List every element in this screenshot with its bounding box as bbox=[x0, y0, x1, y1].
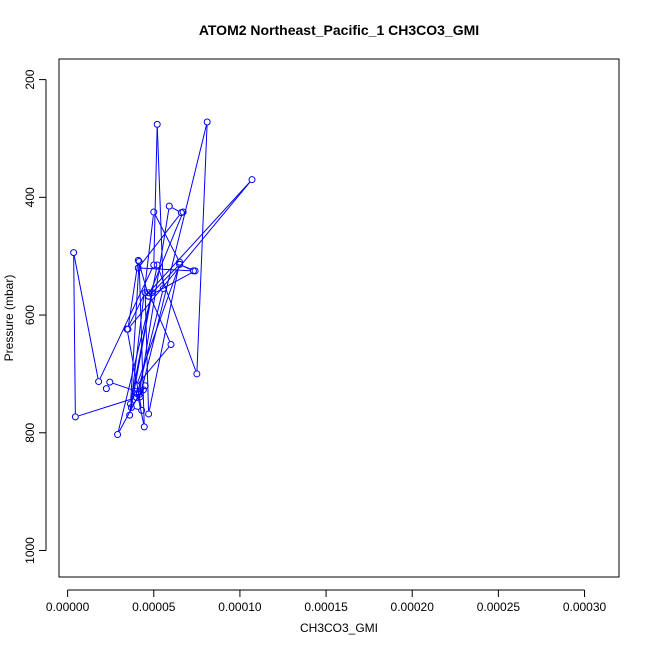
x-tick-label: 0.00020 bbox=[391, 600, 435, 614]
series-segment bbox=[156, 127, 164, 286]
x-tick-label: 0.00030 bbox=[563, 600, 607, 614]
data-point bbox=[193, 370, 201, 378]
x-tick-label: 0.00005 bbox=[132, 600, 176, 614]
data-point bbox=[176, 260, 184, 268]
series-group bbox=[70, 118, 256, 439]
x-tick-label: 0.00010 bbox=[218, 600, 262, 614]
series-segment bbox=[73, 256, 76, 414]
series-segment bbox=[138, 263, 149, 293]
data-point bbox=[133, 382, 141, 390]
series-segment bbox=[150, 266, 178, 295]
series-segment bbox=[154, 214, 179, 260]
series-segment bbox=[73, 256, 99, 379]
series-segment bbox=[172, 207, 179, 212]
series-segment bbox=[137, 397, 145, 424]
data-point bbox=[71, 413, 79, 421]
series-segment bbox=[148, 265, 180, 411]
data-point bbox=[179, 208, 187, 216]
series-segment bbox=[99, 267, 153, 379]
data-point bbox=[145, 292, 153, 300]
series-segment bbox=[127, 263, 139, 326]
series-segment bbox=[138, 346, 170, 384]
data-point bbox=[153, 120, 161, 128]
x-tick-label: 0.00015 bbox=[304, 600, 348, 614]
series-segment bbox=[149, 215, 183, 294]
data-point bbox=[165, 202, 173, 210]
series-segment bbox=[78, 398, 134, 417]
series-segment bbox=[151, 272, 193, 295]
series-segment bbox=[127, 332, 142, 408]
data-point bbox=[126, 411, 134, 419]
series-segment bbox=[196, 125, 208, 371]
series-segment bbox=[112, 382, 136, 392]
data-point bbox=[134, 264, 142, 272]
data-point bbox=[114, 431, 122, 439]
series-segment bbox=[150, 181, 250, 291]
data-point bbox=[138, 406, 146, 414]
series-segment bbox=[139, 209, 170, 392]
series-segment bbox=[130, 268, 158, 401]
data-point bbox=[70, 249, 78, 257]
data-point bbox=[141, 382, 149, 390]
series-segment bbox=[182, 265, 193, 271]
data-point bbox=[102, 385, 110, 393]
data-point bbox=[140, 423, 148, 431]
series-segment bbox=[129, 182, 251, 327]
data-point bbox=[159, 285, 167, 293]
data-point bbox=[124, 325, 132, 333]
y-tick-label: 600 bbox=[23, 305, 37, 325]
series-segment bbox=[134, 407, 139, 410]
data-point bbox=[127, 400, 135, 408]
series-segment bbox=[140, 215, 180, 266]
y-tick-label: 400 bbox=[23, 187, 37, 207]
x-axis-label: CH3CO3_GMI bbox=[300, 621, 378, 635]
data-point bbox=[153, 261, 161, 269]
series-segment bbox=[129, 215, 154, 412]
plot-frame bbox=[58, 58, 620, 578]
plot-area: 0.00000 0.00005 0.00010 0.00015 0.00020 0.000… bbox=[23, 58, 620, 614]
series-segment bbox=[144, 296, 150, 411]
series-segment bbox=[128, 295, 145, 327]
data-point bbox=[203, 118, 211, 126]
data-point bbox=[145, 410, 153, 418]
series-segment bbox=[149, 295, 171, 342]
y-axis-label: Pressure (mbar) bbox=[2, 275, 16, 362]
series-segment bbox=[141, 267, 190, 272]
x-tick-label: 0.00000 bbox=[46, 600, 90, 614]
data-point bbox=[150, 208, 158, 216]
y-tick-label: 800 bbox=[23, 422, 37, 442]
data-point bbox=[176, 258, 184, 266]
data-point bbox=[167, 340, 175, 348]
data-point bbox=[135, 257, 143, 265]
data-point bbox=[127, 403, 135, 411]
series-segment bbox=[140, 125, 207, 394]
data-point bbox=[191, 267, 199, 275]
data-point bbox=[135, 391, 143, 399]
series-segment bbox=[118, 397, 138, 432]
series-segment bbox=[129, 296, 152, 412]
data-point bbox=[150, 261, 158, 269]
data-point bbox=[145, 289, 153, 297]
series-segment bbox=[153, 127, 158, 262]
data-point bbox=[106, 378, 114, 386]
chart-title: ATOM2 Northeast_Pacific_1 CH3CO3_GMI bbox=[199, 22, 479, 38]
data-point bbox=[95, 378, 103, 386]
y-tick-label: 200 bbox=[23, 69, 37, 89]
series-segment bbox=[117, 295, 152, 432]
series-segment bbox=[137, 267, 179, 383]
data-point bbox=[248, 176, 256, 184]
y-tick-label: 1000 bbox=[23, 537, 37, 564]
data-point bbox=[134, 256, 142, 264]
data-point bbox=[139, 386, 147, 394]
series-segment bbox=[157, 268, 197, 371]
series-segment bbox=[130, 264, 140, 401]
x-tick-label: 0.00025 bbox=[477, 600, 521, 614]
